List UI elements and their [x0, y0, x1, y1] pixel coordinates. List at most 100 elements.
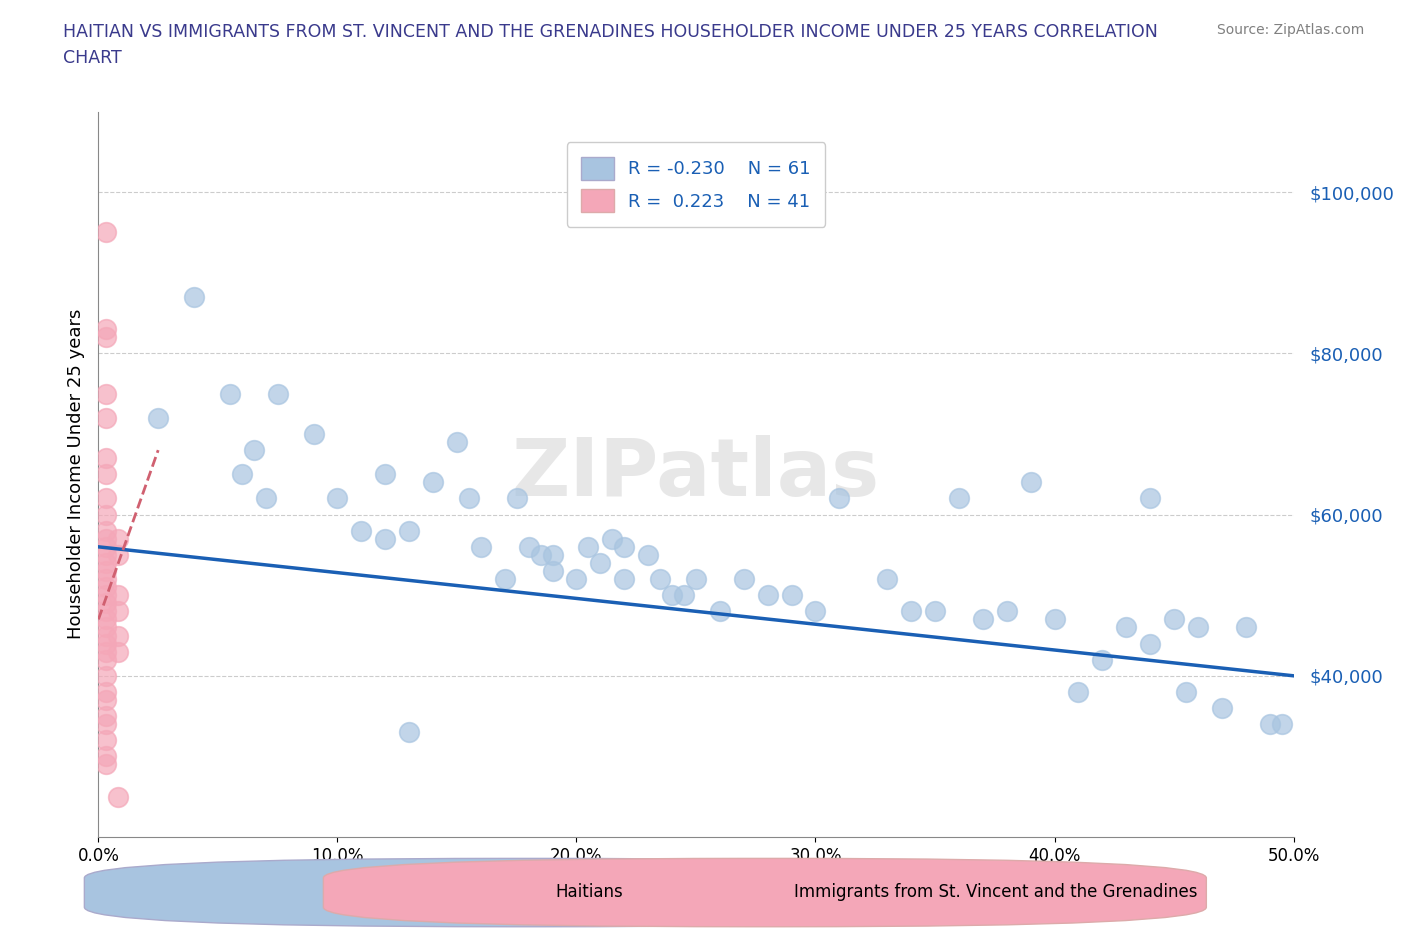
Point	[94, 451, 117, 466]
Point	[1043, 612, 1066, 627]
Point	[470, 539, 492, 554]
Point	[1019, 475, 1042, 490]
Point	[94, 330, 117, 345]
Legend: R = -0.230    N = 61, R =  0.223    N = 41: R = -0.230 N = 61, R = 0.223 N = 41	[567, 142, 825, 227]
Point	[733, 572, 755, 587]
Point	[107, 604, 129, 618]
Point	[94, 548, 117, 563]
Point	[1211, 700, 1233, 715]
Point	[661, 588, 683, 603]
Point	[94, 579, 117, 594]
Point	[828, 491, 851, 506]
Point	[94, 709, 117, 724]
Point	[94, 733, 117, 748]
Point	[995, 604, 1018, 618]
Point	[1271, 717, 1294, 732]
Point	[1258, 717, 1281, 732]
Point	[374, 531, 396, 546]
Point	[94, 491, 117, 506]
Point	[94, 564, 117, 578]
Point	[780, 588, 803, 603]
Point	[589, 555, 612, 570]
Point	[1234, 620, 1257, 635]
Point	[94, 555, 117, 570]
Point	[972, 612, 994, 627]
Text: CHART: CHART	[63, 49, 122, 67]
Point	[458, 491, 481, 506]
Point	[578, 539, 600, 554]
Point	[1139, 636, 1161, 651]
Point	[1163, 612, 1185, 627]
Point	[673, 588, 696, 603]
Point	[924, 604, 946, 618]
Point	[267, 386, 290, 401]
Point	[1175, 684, 1198, 699]
Point	[94, 467, 117, 482]
Point	[541, 548, 564, 563]
Point	[94, 749, 117, 764]
Point	[219, 386, 242, 401]
Point	[948, 491, 970, 506]
Point	[374, 467, 396, 482]
Point	[183, 289, 205, 304]
Point	[613, 539, 636, 554]
Point	[107, 548, 129, 563]
Point	[530, 548, 553, 563]
Point	[94, 620, 117, 635]
Point	[1139, 491, 1161, 506]
Point	[94, 410, 117, 425]
Point	[94, 572, 117, 587]
Text: Haitians: Haitians	[555, 884, 623, 901]
Point	[94, 644, 117, 659]
Point	[94, 693, 117, 708]
Y-axis label: Householder Income Under 25 years: Householder Income Under 25 years	[66, 309, 84, 640]
Point	[254, 491, 277, 506]
Point	[876, 572, 898, 587]
Point	[94, 524, 117, 538]
Text: ZIPatlas: ZIPatlas	[512, 435, 880, 513]
Point	[602, 531, 624, 546]
Point	[900, 604, 922, 618]
Text: HAITIAN VS IMMIGRANTS FROM ST. VINCENT AND THE GRENADINES HOUSEHOLDER INCOME UND: HAITIAN VS IMMIGRANTS FROM ST. VINCENT A…	[63, 23, 1159, 41]
Point	[148, 410, 170, 425]
Point	[517, 539, 540, 554]
Point	[107, 628, 129, 643]
Point	[1115, 620, 1137, 635]
Point	[94, 628, 117, 643]
Point	[94, 757, 117, 772]
Point	[804, 604, 827, 618]
Point	[398, 724, 420, 739]
Point	[350, 524, 373, 538]
Point	[94, 507, 117, 522]
Point	[94, 636, 117, 651]
FancyBboxPatch shape	[84, 858, 967, 926]
Text: Source: ZipAtlas.com: Source: ZipAtlas.com	[1216, 23, 1364, 37]
Point	[506, 491, 529, 506]
Point	[1091, 652, 1114, 667]
Point	[326, 491, 349, 506]
Point	[94, 596, 117, 611]
Point	[107, 790, 129, 804]
Point	[648, 572, 672, 587]
Point	[94, 539, 117, 554]
Point	[541, 564, 564, 578]
Point	[94, 652, 117, 667]
Point	[94, 684, 117, 699]
Point	[243, 443, 266, 458]
Point	[709, 604, 731, 618]
Point	[756, 588, 779, 603]
Point	[494, 572, 516, 587]
Point	[94, 588, 117, 603]
Point	[637, 548, 659, 563]
Point	[231, 467, 253, 482]
Point	[94, 669, 117, 684]
FancyBboxPatch shape	[323, 858, 1206, 926]
Point	[107, 588, 129, 603]
Point	[565, 572, 588, 587]
Point	[107, 531, 129, 546]
Point	[446, 434, 468, 449]
Point	[94, 717, 117, 732]
Point	[302, 427, 325, 442]
Point	[685, 572, 707, 587]
Point	[94, 225, 117, 240]
